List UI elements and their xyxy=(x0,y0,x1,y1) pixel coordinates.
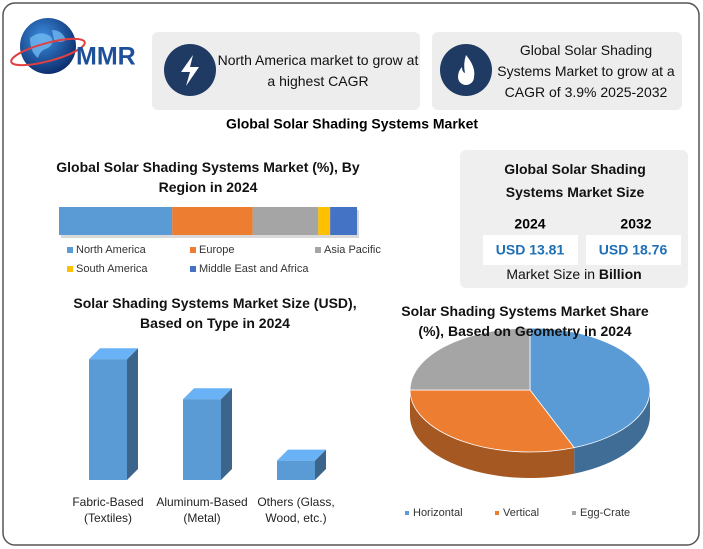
pie-side xyxy=(574,390,651,474)
size-value: USD 18.76 xyxy=(599,242,668,258)
legend-swatch xyxy=(572,511,576,515)
legend-label: Middle East and Africa xyxy=(199,263,309,275)
main-title: Global Solar Shading Systems Market xyxy=(226,116,478,132)
box-title: Global Solar Shading Systems Market Size xyxy=(504,161,646,200)
bar-segment xyxy=(59,207,173,235)
legend-swatch xyxy=(495,511,499,515)
legend-swatch xyxy=(190,247,196,253)
legend-label: Vertical xyxy=(503,507,539,519)
caption: Market Size in xyxy=(506,266,596,282)
bar-segment xyxy=(172,207,253,235)
legend-swatch xyxy=(67,247,73,253)
bolt-icon xyxy=(181,55,199,86)
bar-top xyxy=(277,449,326,461)
bar-segment xyxy=(318,207,331,235)
bar-side xyxy=(221,388,232,480)
legend-swatch xyxy=(190,266,196,272)
size-caption: Market Size in Billion xyxy=(460,266,688,282)
legend-swatch xyxy=(315,247,321,253)
legend-label: North America xyxy=(76,244,147,256)
value-box xyxy=(483,235,578,265)
legend-label: Horizontal xyxy=(413,507,463,519)
pie-slice xyxy=(409,327,531,391)
bar xyxy=(89,359,127,480)
legend-swatch xyxy=(67,266,73,272)
unit: Billion xyxy=(598,266,642,282)
chart-title: Solar Shading Systems Market Share (%), … xyxy=(401,303,649,339)
pie-side xyxy=(409,390,575,478)
chart-title: Solar Shading Systems Market Size (USD),… xyxy=(73,295,357,331)
bar-side xyxy=(127,348,138,480)
bar-top xyxy=(89,348,138,360)
legend-label: Europe xyxy=(199,244,234,256)
x-tick-label: Others (Glass, Wood, etc.) xyxy=(257,495,335,525)
bar-top xyxy=(183,388,232,400)
chart-title: Global Solar Shading Systems Market (%),… xyxy=(56,159,360,195)
x-tick-label: Fabric-Based (Textiles) xyxy=(72,495,144,525)
year: 2024 xyxy=(514,216,545,232)
year: 2032 xyxy=(620,216,651,232)
bar-segment xyxy=(330,207,357,235)
value-box xyxy=(586,235,681,265)
bar xyxy=(277,460,315,480)
legend-label: Egg-Crate xyxy=(580,507,630,519)
legend-label: South America xyxy=(76,263,148,275)
pie-slice xyxy=(409,389,575,453)
flame-icon xyxy=(458,55,475,85)
legend-label: Asia Pacific xyxy=(324,244,381,256)
legend-swatch xyxy=(405,511,409,515)
logo-orbit xyxy=(10,37,86,67)
size-value: USD 13.81 xyxy=(496,242,565,258)
bar xyxy=(183,399,221,480)
callout-text: North America market to grow at a highes… xyxy=(217,52,419,89)
callout-text: Global Solar Shading Systems Market to g… xyxy=(497,42,675,100)
pie-slice xyxy=(529,327,651,449)
logo-land xyxy=(30,30,66,58)
callout-box xyxy=(432,32,682,110)
x-tick-label: Aluminum-Based (Metal) xyxy=(156,495,248,525)
callout-box xyxy=(152,32,420,110)
logo-text: MMR xyxy=(76,43,136,71)
bar-side xyxy=(315,449,326,480)
bar-segment xyxy=(252,207,319,235)
